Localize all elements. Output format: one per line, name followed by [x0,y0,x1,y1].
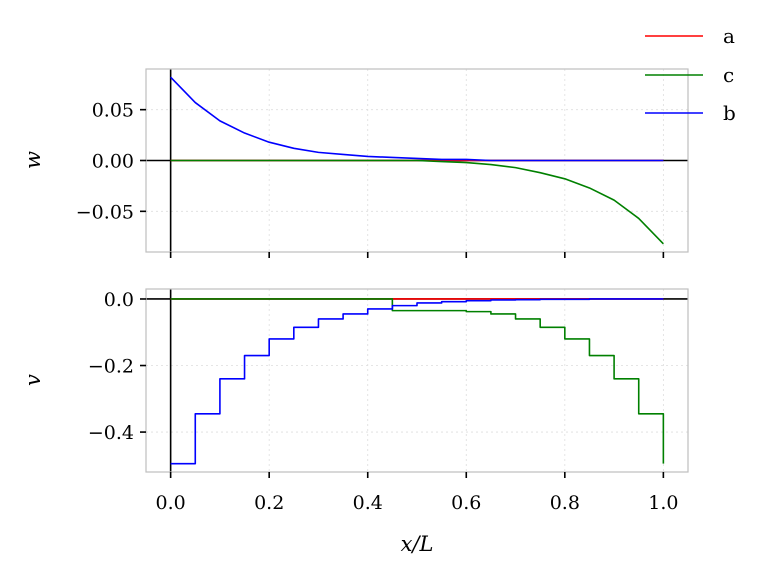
legend: acb [645,24,736,125]
y-axis-label: w [21,151,45,169]
legend-label-c: c [723,63,734,87]
y-tick-label: 0.05 [92,100,134,122]
series-line-b [170,298,664,465]
y-tick-label: 0.0 [104,289,134,311]
series-line-c [170,298,665,464]
axes-frame [145,288,689,473]
legend-label-a: a [723,24,735,48]
x-tick-label: 0.6 [451,492,481,514]
grid [146,289,688,472]
x-tick-label: 0.0 [156,492,186,514]
y-tick-label: −0.2 [88,356,134,378]
y-tick-label: −0.05 [76,201,134,223]
series-line-b [170,76,664,162]
top-panel-w: 0.05 0.00 −0.05 w [21,68,689,258]
y-tick-label: −0.4 [88,422,134,444]
x-axis-label: x/L [401,532,434,556]
legend-label-b: b [723,101,736,125]
x-tick-label: 0.8 [550,492,580,514]
y-tick-label: 0.00 [92,151,134,173]
series-line-c [170,159,664,245]
bottom-panel-v: 0.0 0.2 0.4 0.6 0.8 1.0 x/L 0.0 −0.2 −0.4 v [21,288,689,556]
y-axis-label: v [21,374,45,386]
x-tick-label: 0.4 [353,492,383,514]
x-tick-label: 1.0 [648,492,678,514]
x-tick-label: 0.2 [254,492,284,514]
